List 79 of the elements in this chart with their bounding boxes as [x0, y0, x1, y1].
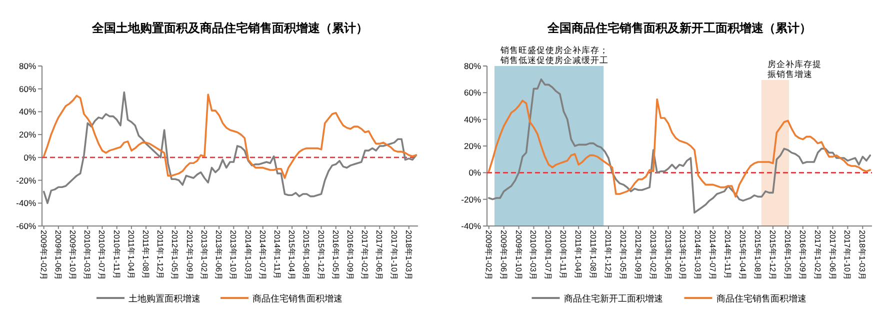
legend-label: 商品住宅新开工面积增速: [564, 294, 663, 304]
x-tick-label: 2015年1-04月: [287, 230, 296, 280]
x-tick-label: 2012年1-05月: [170, 230, 180, 280]
x-tick-label: 2013年1-06月: [663, 230, 672, 280]
x-tick-label: 2014年1-11月: [723, 230, 732, 280]
x-tick-label: 2017年1-06月: [828, 230, 837, 280]
y-tick-label: -60%: [16, 221, 36, 231]
x-tick-label: 2018年1-03月: [404, 230, 413, 280]
x-tick-label: 2012年1-09月: [633, 230, 642, 280]
x-tick-label: 2017年1-10月: [389, 230, 398, 280]
line-series: [488, 98, 872, 198]
x-tick-label: 2010年1-11月: [558, 230, 568, 280]
x-tick-label: 2010年1-03月: [528, 230, 538, 280]
x-tick-label: 2009年1-02月: [484, 230, 493, 280]
x-tick-label: 2014年1-07月: [708, 230, 718, 280]
x-tick-label: 2014年1-11月: [272, 230, 282, 280]
x-tick-label: 2011年1-08月: [141, 230, 150, 280]
x-tick-label: 2013年1-10月: [678, 230, 688, 280]
annotation: 房企补库存提: [767, 59, 822, 69]
annotation: 振销售增速: [767, 69, 812, 79]
y-tick-label: 80%: [18, 61, 36, 71]
y-tick-label: 80%: [464, 61, 482, 71]
x-tick-label: 2011年1-12月: [603, 230, 612, 280]
y-tick-label: 0%: [468, 168, 482, 178]
y-tick-label: 40%: [18, 106, 36, 117]
y-tick-label: 20%: [464, 141, 482, 151]
x-tick-label: 2016年1-09月: [345, 230, 354, 280]
x-tick-label: 2010年1-07月: [544, 230, 553, 280]
x-tick-label: 2014年1-03月: [243, 230, 252, 280]
x-tick-label: 2010年1-03月: [82, 230, 92, 280]
x-tick-label: 2017年1-10月: [842, 230, 852, 280]
x-tick-label: 2009年1-10月: [68, 230, 78, 280]
legend-label: 商品住宅销售面积增速: [252, 294, 342, 304]
x-tick-label: 2011年1-12月: [156, 230, 165, 280]
legend-label: 商品住宅销售面积增速: [716, 294, 806, 304]
chart-title: 全国商品住宅销售面积及新开工面积增速（累计）: [546, 21, 812, 35]
y-tick-label: 40%: [464, 114, 482, 124]
x-tick-label: 2012年1-05月: [618, 230, 628, 280]
y-tick-label: 0%: [24, 152, 36, 162]
x-tick-label: 2014年1-07月: [258, 230, 267, 280]
x-tick-label: 2015年1-04月: [738, 230, 748, 280]
x-tick-label: 2009年1-06月: [498, 230, 508, 280]
x-tick-label: 2018年1-03月: [858, 230, 867, 280]
x-tick-label: 2009年1-06月: [53, 230, 62, 280]
x-tick-label: 2013年1-10月: [228, 230, 238, 280]
text: 销售低迷促使房企减缓开工: [499, 55, 608, 65]
x-tick-label: 2017年1-02月: [360, 230, 370, 280]
x-tick-label: 2013年1-06月: [214, 230, 224, 280]
y-tick-label: -40%: [16, 198, 36, 208]
y-tick-label: 60%: [464, 88, 482, 98]
x-tick-label: 2013年1-02月: [199, 230, 208, 280]
x-tick-label: 2016年1-05月: [782, 230, 792, 280]
x-tick-label: 2017年1-02月: [812, 230, 822, 280]
x-tick-label: 2010年1-11月: [112, 230, 121, 280]
x-tick-label: 2009年1-10月: [514, 230, 523, 280]
x-tick-label: 2015年1-12月: [768, 230, 777, 280]
legend-label: 土地购置面积增速: [128, 294, 200, 304]
y-tick-label: 20%: [18, 130, 36, 140]
x-tick-label: 2016年1-09月: [798, 230, 807, 280]
x-tick-label: 2010年1-07月: [97, 230, 106, 280]
x-tick-label: 2009年1-02月: [38, 230, 48, 280]
x-tick-label: 2016年1-05月: [330, 230, 340, 280]
x-tick-label: 2013年1-02月: [648, 230, 658, 280]
line-series: [42, 94, 418, 179]
x-tick-label: 2011年1-04月: [126, 230, 136, 280]
y-tick-label: -20%: [461, 194, 482, 204]
x-tick-label: 2017年1-06月: [374, 230, 384, 280]
x-tick-label: 2015年1-12月: [316, 230, 326, 280]
text: 销售旺盛促使房企补库存；: [499, 45, 608, 55]
x-tick-label: 2015年1-08月: [752, 230, 762, 280]
x-tick-label: 2015年1-08月: [302, 230, 311, 280]
chart-title: 全国土地购置面积及商品住宅销售面积增速（累计）: [91, 21, 368, 35]
x-tick-label: 2011年1-08月: [588, 230, 598, 280]
y-tick-label: -40%: [461, 221, 482, 231]
x-tick-label: 2012年1-09月: [184, 230, 194, 280]
y-tick-label: 60%: [18, 84, 36, 94]
y-tick-label: -20%: [16, 175, 36, 186]
x-tick-label: 2014年1-03月: [693, 230, 702, 280]
x-tick-label: 2011年1-04月: [574, 230, 583, 280]
